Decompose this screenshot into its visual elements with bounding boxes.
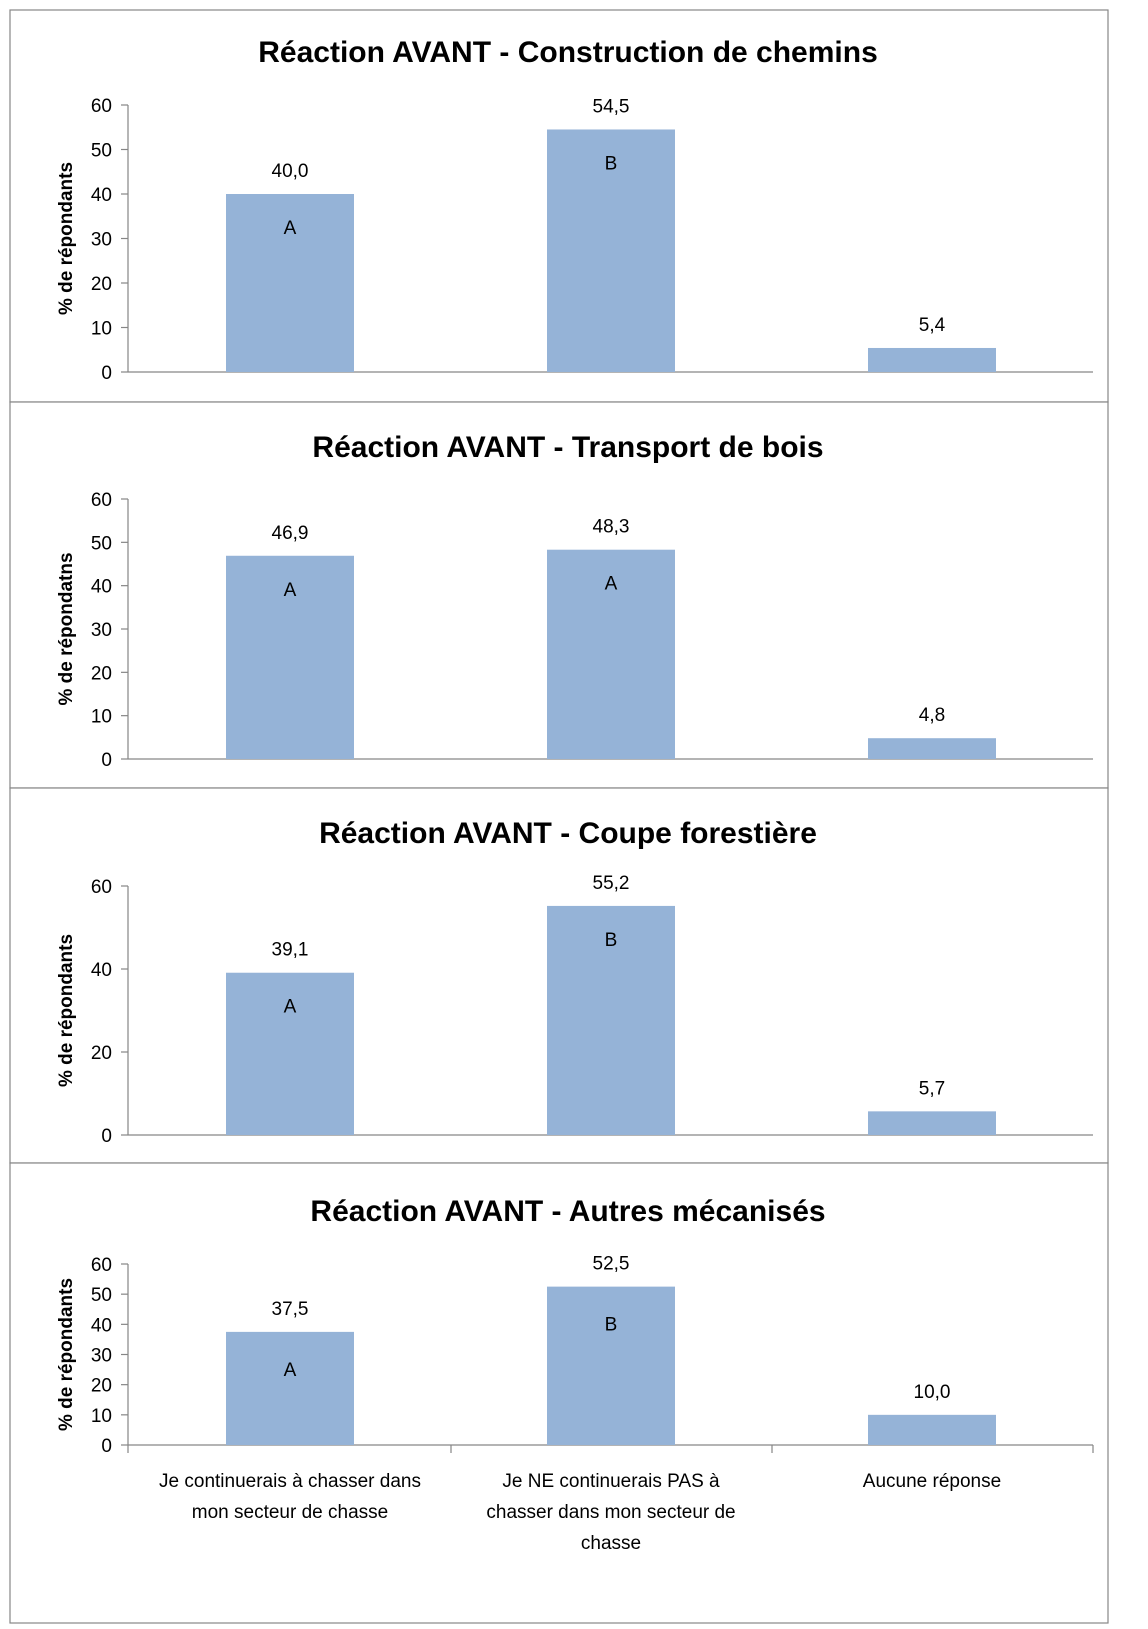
y-tick-label: 40 (91, 960, 112, 981)
chart-title: Réaction AVANT - Autres mécanisés (310, 1195, 825, 1228)
significance-letter: A (284, 218, 297, 239)
y-tick-label: 60 (91, 877, 112, 898)
bar[interactable] (868, 1414, 996, 1445)
bar[interactable] (868, 738, 996, 759)
chart-title: Réaction AVANT - Transport de bois (312, 431, 823, 464)
y-tick-label: 50 (91, 1285, 112, 1306)
significance-letter: A (284, 997, 297, 1018)
significance-letter: A (284, 580, 297, 601)
y-tick-label: 30 (91, 620, 112, 641)
chart-panel-4: Réaction AVANT - Autres mécanisés 0 10 20 30… (9, 1162, 1109, 1624)
data-label: 40,0 (272, 161, 309, 182)
x-category-label: chasser dans mon secteur de (486, 1502, 735, 1523)
y-tick-label: 20 (91, 1043, 112, 1064)
y-tick-label: 60 (91, 490, 112, 511)
chart-panel-2: Réaction AVANT - Transport de bois 0 10 20 3… (9, 401, 1109, 789)
y-tick-label: 0 (101, 1126, 112, 1147)
y-tick-label: 10 (91, 1406, 112, 1427)
significance-letter: B (605, 1315, 618, 1336)
chart-panel-1: Réaction AVANT - Construction de chemins… (9, 9, 1109, 403)
y-tick-label: 60 (91, 96, 112, 117)
y-tick-label: 30 (91, 230, 112, 251)
y-axis-label: % de répondants (56, 1278, 77, 1431)
y-axis-label: % de répondants (56, 934, 77, 1087)
y-tick-label: 20 (91, 663, 112, 684)
x-category-label: chasse (581, 1533, 641, 1554)
y-axis-label: % de répondants (56, 162, 77, 315)
y-tick-label: 50 (91, 533, 112, 554)
y-tick-label: 40 (91, 185, 112, 206)
data-label: 5,7 (919, 1078, 945, 1099)
y-tick-label: 20 (91, 274, 112, 295)
bar[interactable] (226, 555, 354, 759)
bar[interactable] (226, 1331, 354, 1445)
bar[interactable] (547, 129, 675, 372)
significance-letter: B (605, 153, 618, 174)
chart-title: Réaction AVANT - Coupe forestière (319, 817, 817, 850)
y-tick-label: 0 (101, 750, 112, 771)
y-tick-label: 10 (91, 707, 112, 728)
y-tick-label: 10 (91, 319, 112, 340)
bar[interactable] (547, 905, 675, 1135)
significance-letter: B (605, 930, 618, 951)
y-tick-label: 20 (91, 1376, 112, 1397)
significance-letter: A (284, 1360, 297, 1381)
significance-letter: A (605, 574, 618, 595)
x-category-label: Je continuerais à chasser dans (159, 1471, 421, 1492)
bar[interactable] (547, 1286, 675, 1445)
data-label: 48,3 (593, 517, 630, 538)
data-label: 37,5 (272, 1299, 309, 1320)
data-label: 54,5 (593, 96, 630, 117)
bar[interactable] (226, 972, 354, 1135)
x-category-label: Aucune réponse (863, 1471, 1001, 1492)
data-label: 52,5 (593, 1254, 630, 1275)
bar[interactable] (868, 347, 996, 372)
data-label: 10,0 (914, 1382, 951, 1403)
bar[interactable] (226, 194, 354, 372)
data-label: 4,8 (919, 705, 945, 726)
y-tick-label: 60 (91, 1255, 112, 1276)
y-tick-label: 0 (101, 363, 112, 384)
data-label: 55,2 (593, 873, 630, 894)
y-tick-label: 50 (91, 141, 112, 162)
data-label: 5,4 (919, 315, 946, 336)
y-axis-label: % de répondatns (56, 552, 77, 705)
y-tick-label: 30 (91, 1346, 112, 1367)
bar[interactable] (868, 1111, 996, 1135)
y-tick-label: 40 (91, 577, 112, 598)
data-label: 39,1 (272, 940, 309, 961)
y-tick-label: 0 (101, 1436, 112, 1457)
chart-title: Réaction AVANT - Construction de chemins (258, 36, 878, 69)
bar[interactable] (547, 549, 675, 759)
chart-panel-3: Réaction AVANT - Coupe forestière 0 20 40 60… (9, 787, 1109, 1164)
x-category-label: Je NE continuerais PAS à (502, 1471, 720, 1492)
y-tick-label: 40 (91, 1315, 112, 1336)
data-label: 46,9 (272, 523, 309, 544)
x-category-label: mon secteur de chasse (192, 1502, 388, 1523)
